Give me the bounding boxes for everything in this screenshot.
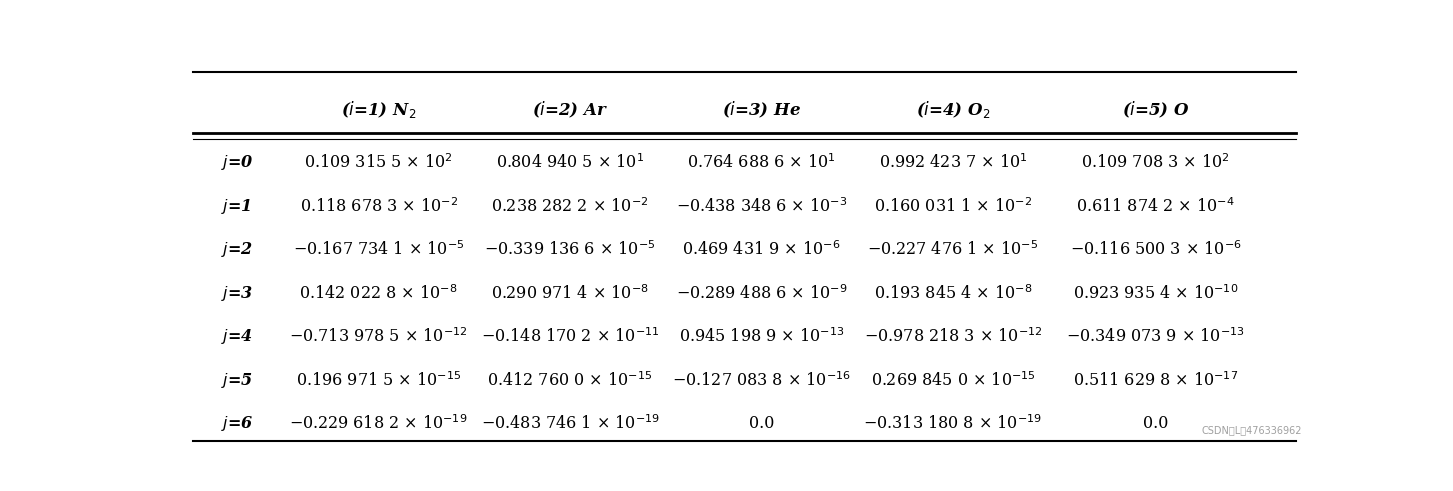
Text: −0.127 083 8 × 10$^{-16}$: −0.127 083 8 × 10$^{-16}$ — [673, 371, 851, 390]
Text: −0.339 136 6 × 10$^{-5}$: −0.339 136 6 × 10$^{-5}$ — [484, 241, 655, 259]
Text: 0.109 708 3 × 10$^2$: 0.109 708 3 × 10$^2$ — [1081, 154, 1231, 172]
Text: $j$=0: $j$=0 — [221, 153, 254, 172]
Text: $j$=2: $j$=2 — [221, 241, 253, 259]
Text: ($i$=3) He: ($i$=3) He — [722, 100, 801, 120]
Text: ($i$=1) N$_2$: ($i$=1) N$_2$ — [341, 100, 417, 120]
Text: 0.611 874 2 × 10$^{-4}$: 0.611 874 2 × 10$^{-4}$ — [1077, 197, 1235, 216]
Text: −0.148 170 2 × 10$^{-11}$: −0.148 170 2 × 10$^{-11}$ — [481, 327, 660, 346]
Text: 0.193 845 4 × 10$^{-8}$: 0.193 845 4 × 10$^{-8}$ — [873, 284, 1032, 302]
Text: 0.412 760 0 × 10$^{-15}$: 0.412 760 0 × 10$^{-15}$ — [487, 371, 652, 390]
Text: −0.978 218 3 × 10$^{-12}$: −0.978 218 3 × 10$^{-12}$ — [863, 327, 1042, 346]
Text: 0.469 431 9 × 10$^{-6}$: 0.469 431 9 × 10$^{-6}$ — [683, 241, 841, 259]
Text: −0.227 476 1 × 10$^{-5}$: −0.227 476 1 × 10$^{-5}$ — [867, 241, 1039, 259]
Text: −0.229 618 2 × 10$^{-19}$: −0.229 618 2 × 10$^{-19}$ — [289, 414, 468, 433]
Text: −0.116 500 3 × 10$^{-6}$: −0.116 500 3 × 10$^{-6}$ — [1069, 241, 1242, 259]
Text: 0.290 971 4 × 10$^{-8}$: 0.290 971 4 × 10$^{-8}$ — [491, 284, 649, 302]
Text: 0.992 423 7 × 10$^1$: 0.992 423 7 × 10$^1$ — [879, 154, 1027, 172]
Text: 0.160 031 1 × 10$^{-2}$: 0.160 031 1 × 10$^{-2}$ — [873, 197, 1032, 216]
Text: 0.118 678 3 × 10$^{-2}$: 0.118 678 3 × 10$^{-2}$ — [299, 197, 458, 216]
Text: −0.349 073 9 × 10$^{-13}$: −0.349 073 9 × 10$^{-13}$ — [1067, 327, 1245, 346]
Text: −0.483 746 1 × 10$^{-19}$: −0.483 746 1 × 10$^{-19}$ — [481, 414, 660, 433]
Text: 0.804 940 5 × 10$^1$: 0.804 940 5 × 10$^1$ — [495, 154, 644, 172]
Text: −0.438 348 6 × 10$^{-3}$: −0.438 348 6 × 10$^{-3}$ — [676, 197, 847, 216]
Text: −0.713 978 5 × 10$^{-12}$: −0.713 978 5 × 10$^{-12}$ — [289, 327, 468, 346]
Text: 0.0: 0.0 — [748, 415, 774, 432]
Text: 0.196 971 5 × 10$^{-15}$: 0.196 971 5 × 10$^{-15}$ — [296, 371, 462, 390]
Text: 0.945 198 9 × 10$^{-13}$: 0.945 198 9 × 10$^{-13}$ — [679, 327, 844, 346]
Text: ($i$=5) O: ($i$=5) O — [1122, 100, 1190, 120]
Text: −0.167 734 1 × 10$^{-5}$: −0.167 734 1 × 10$^{-5}$ — [294, 241, 465, 259]
Text: $j$=3: $j$=3 — [221, 284, 253, 303]
Text: 0.923 935 4 × 10$^{-10}$: 0.923 935 4 × 10$^{-10}$ — [1072, 284, 1238, 302]
Text: ($i$=4) O$_2$: ($i$=4) O$_2$ — [915, 100, 991, 120]
Text: −0.313 180 8 × 10$^{-19}$: −0.313 180 8 × 10$^{-19}$ — [863, 414, 1042, 433]
Text: CSDN正L号476336962: CSDN正L号476336962 — [1202, 425, 1302, 435]
Text: $j$=4: $j$=4 — [221, 327, 253, 346]
Text: 0.238 282 2 × 10$^{-2}$: 0.238 282 2 × 10$^{-2}$ — [491, 197, 649, 216]
Text: 0.0: 0.0 — [1144, 415, 1168, 432]
Text: 0.511 629 8 × 10$^{-17}$: 0.511 629 8 × 10$^{-17}$ — [1074, 371, 1238, 390]
Text: ($i$=2) Ar: ($i$=2) Ar — [532, 100, 609, 120]
Text: 0.109 315 5 × 10$^2$: 0.109 315 5 × 10$^2$ — [304, 154, 453, 172]
Text: $j$=1: $j$=1 — [221, 197, 251, 216]
Text: 0.142 022 8 × 10$^{-8}$: 0.142 022 8 × 10$^{-8}$ — [299, 284, 458, 302]
Text: −0.289 488 6 × 10$^{-9}$: −0.289 488 6 × 10$^{-9}$ — [676, 284, 847, 302]
Text: 0.269 845 0 × 10$^{-15}$: 0.269 845 0 × 10$^{-15}$ — [870, 371, 1036, 390]
Text: $j$=6: $j$=6 — [221, 414, 253, 433]
Text: $j$=5: $j$=5 — [221, 371, 253, 390]
Text: 0.764 688 6 × 10$^1$: 0.764 688 6 × 10$^1$ — [687, 154, 835, 172]
